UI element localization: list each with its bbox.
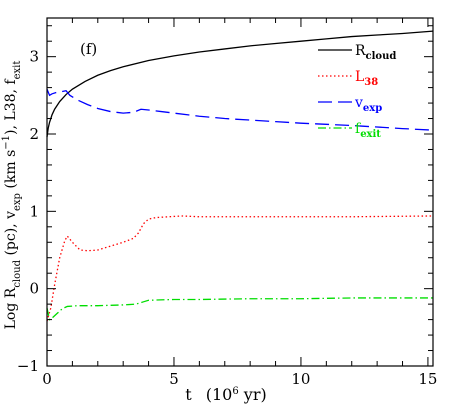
y-tick-label: 0 bbox=[29, 280, 39, 298]
series-L38 bbox=[46, 215, 434, 322]
x-axis-label: t (106 yr) bbox=[185, 385, 266, 404]
legend-label: vexp bbox=[354, 95, 382, 114]
panel-label: (f) bbox=[80, 40, 97, 58]
legend-label: fexit bbox=[355, 121, 381, 140]
x-tick-label: 15 bbox=[418, 370, 437, 388]
y-axis-label: Log Rcloud (pc), vexp (km s−1), L38, fex… bbox=[1, 61, 23, 330]
x-tick-label: 10 bbox=[291, 370, 310, 388]
y-tick-label: 1 bbox=[29, 202, 39, 220]
y-tick-label: 3 bbox=[29, 48, 39, 66]
y-tick-label: 2 bbox=[29, 125, 39, 143]
plot-frame bbox=[46, 17, 434, 367]
series-vexp bbox=[46, 88, 434, 131]
x-tick-label: 0 bbox=[42, 370, 52, 388]
y-tick-label: −1 bbox=[17, 357, 39, 375]
legend-label: L38 bbox=[355, 69, 378, 88]
legend-label: Rcloud bbox=[355, 43, 396, 62]
legend: Rcloud L38 vexp fexit bbox=[318, 43, 396, 140]
series-layer bbox=[46, 30, 434, 322]
series-fexit bbox=[46, 297, 433, 321]
x-tick-label: 5 bbox=[169, 370, 179, 388]
series-Rcloud bbox=[46, 30, 434, 138]
